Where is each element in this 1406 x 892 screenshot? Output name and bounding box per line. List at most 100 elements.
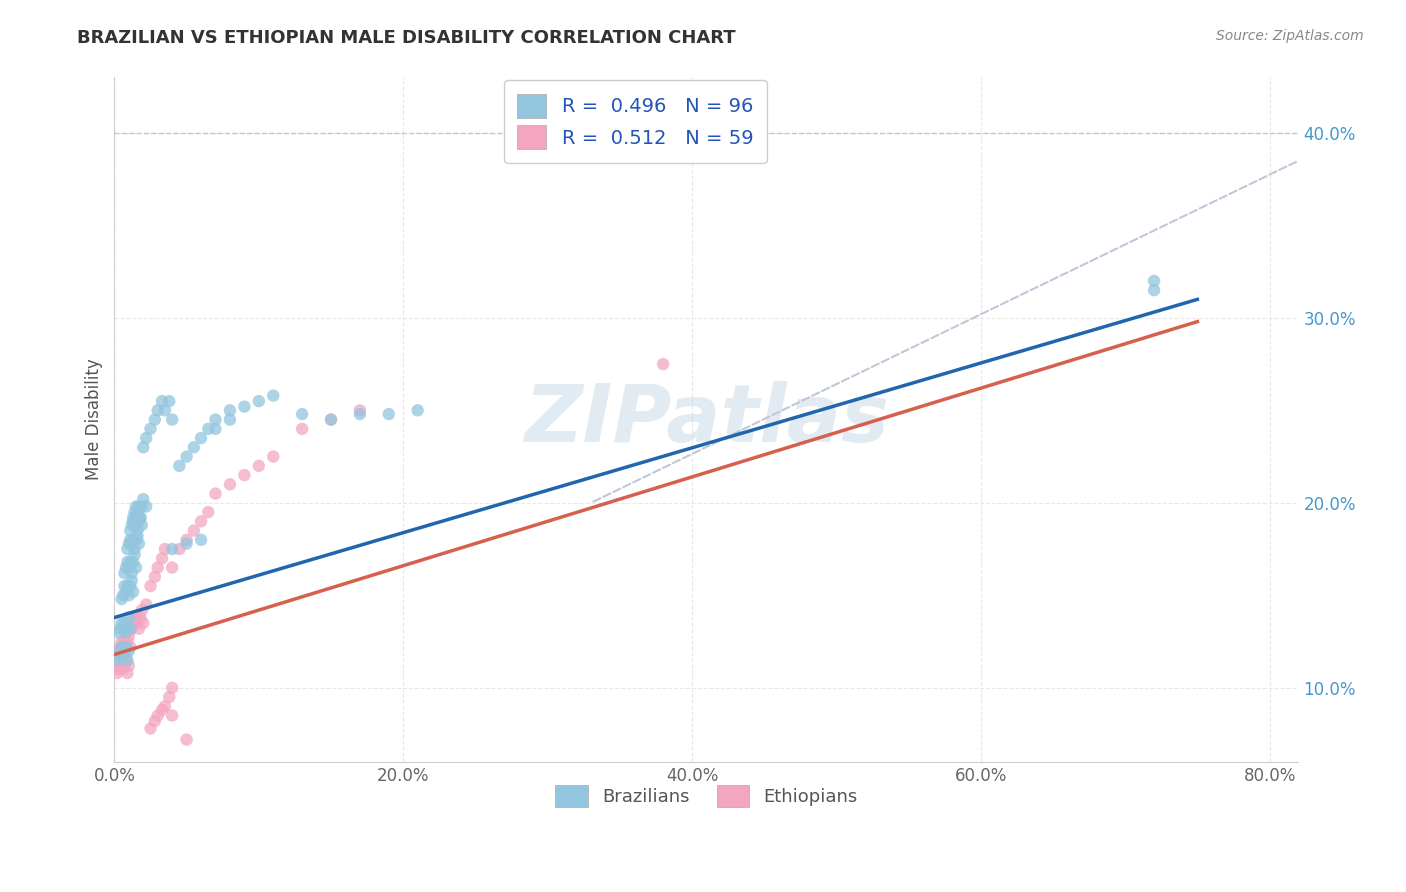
Point [1143,283,1166,297]
Point [127,505,149,519]
Point [125,560,148,574]
Point [118,610,141,624]
Text: BRAZILIAN VS ETHIOPIAN MALE DISABILITY CORRELATION CHART: BRAZILIAN VS ETHIOPIAN MALE DISABILITY C… [77,29,735,46]
Point [111,615,134,630]
Y-axis label: Male Disability: Male Disability [86,359,103,481]
Point [118,658,141,673]
Point [132,441,155,455]
Point [114,658,136,673]
Point [114,644,136,658]
Point [150,703,173,717]
Point [111,634,134,648]
Point [204,412,226,426]
Point [121,566,143,581]
Point [139,579,162,593]
Point [1143,274,1166,288]
Point [652,357,675,371]
Point [114,634,136,648]
Point [143,714,166,728]
Point [128,536,150,550]
Text: ZIPatlas: ZIPatlas [524,381,889,458]
Point [107,625,129,640]
Point [160,708,183,723]
Point [153,542,176,557]
Point [291,407,314,421]
Point [115,625,138,640]
Point [291,422,314,436]
Point [108,622,131,636]
Point [112,648,135,662]
Point [176,533,198,547]
Point [108,640,131,654]
Point [118,644,141,658]
Point [146,560,169,574]
Point [127,529,149,543]
Point [262,450,284,464]
Point [150,551,173,566]
Point [204,422,226,436]
Point [128,500,150,514]
Point [108,658,131,673]
Point [107,648,129,662]
Point [160,560,183,574]
Point [169,542,191,557]
Point [129,510,152,524]
Point [190,514,212,528]
Point [319,412,342,426]
Point [176,450,198,464]
Point [115,644,138,658]
Point [122,533,145,547]
Point [129,510,152,524]
Point [150,394,173,409]
Point [117,542,139,557]
Point [121,518,143,533]
Point [233,468,256,483]
Point [112,640,135,654]
Point [108,644,131,658]
Point [319,412,342,426]
Point [143,412,166,426]
Point [157,394,180,409]
Point [143,570,166,584]
Point [131,518,153,533]
Point [406,403,429,417]
Point [117,634,139,648]
Point [121,536,143,550]
Point [146,403,169,417]
Point [117,615,139,630]
Point [117,665,139,680]
Point [107,662,129,676]
Point [183,524,205,538]
Point [107,644,129,658]
Point [247,394,270,409]
Point [121,574,143,588]
Point [139,422,162,436]
Point [153,699,176,714]
Point [349,407,371,421]
Point [153,403,176,417]
Point [183,441,205,455]
Point [118,536,141,550]
Point [120,533,142,547]
Point [118,560,141,574]
Point [105,665,128,680]
Point [115,560,138,574]
Point [112,588,135,602]
Point [125,514,148,528]
Point [135,431,157,445]
Point [219,403,242,417]
Point [139,722,162,736]
Point [135,500,157,514]
Point [169,458,191,473]
Point [111,592,134,607]
Point [118,629,141,643]
Point [124,505,146,519]
Point [124,548,146,562]
Point [219,412,242,426]
Point [131,500,153,514]
Point [122,555,145,569]
Point [114,566,136,581]
Point [131,603,153,617]
Point [247,458,270,473]
Point [349,403,371,417]
